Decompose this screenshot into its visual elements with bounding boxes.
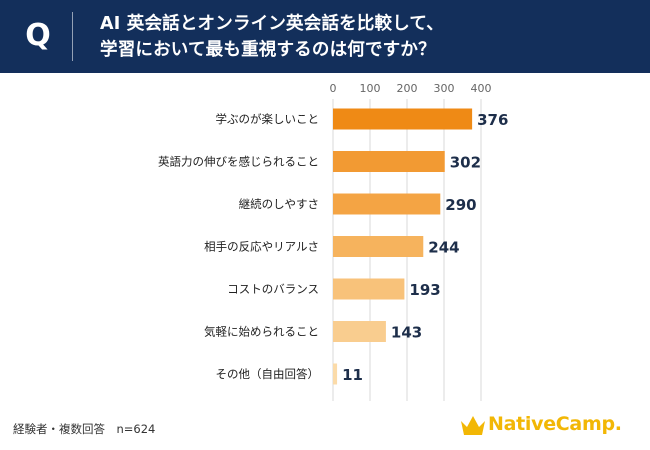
x-tick-label: 100: [360, 82, 381, 95]
bar: [333, 236, 424, 257]
value-label: 193: [409, 281, 440, 299]
category-label: 継続のしやすさ: [239, 197, 319, 211]
bar: [333, 363, 338, 385]
category-label: 相手の反応やリアルさ: [204, 240, 319, 254]
question-text: AI 英会話とオンライン英会話を比較して、 学習において最も重視するのは何ですか…: [100, 11, 640, 63]
x-tick-label: 200: [397, 82, 418, 95]
category-label: 英語力の伸びを感じられること: [158, 155, 319, 169]
question-header: Q AI 英会話とオンライン英会話を比較して、 学習において最も重視するのは何で…: [0, 0, 650, 73]
brand-name: NativeCamp.: [488, 413, 622, 435]
bar: [333, 151, 445, 172]
bar: [333, 278, 405, 300]
nativecamp-logo: NativeCamp.: [460, 410, 640, 440]
crown-icon: [461, 416, 485, 435]
value-label: 290: [445, 196, 476, 214]
category-label: その他（自由回答）: [216, 367, 320, 381]
header-divider: [72, 12, 73, 61]
category-label: 学ぶのが楽しいこと: [216, 112, 320, 126]
x-tick-label: 400: [471, 82, 492, 95]
value-label: 11: [342, 366, 363, 384]
value-label: 244: [428, 239, 459, 257]
bar: [333, 321, 386, 342]
value-label: 376: [477, 111, 508, 129]
question-line-1: AI 英会話とオンライン英会話を比較して、: [100, 14, 444, 34]
category-label: 気軽に始められること: [204, 325, 319, 339]
q-label: Q: [25, 18, 51, 53]
value-label: 302: [450, 154, 481, 172]
bar: [333, 108, 473, 130]
sample-note: 経験者・複数回答 n=624: [13, 422, 156, 436]
bar-chart: 0 100 200 300 400 学ぶのが楽しいこと 376 英語力の伸びを感じられること 3…: [158, 82, 508, 401]
value-label: 143: [391, 324, 422, 342]
category-label: コストのバランス: [227, 282, 319, 296]
x-tick-label: 300: [434, 82, 455, 95]
question-line-2: 学習において最も重視するのは何ですか？: [100, 40, 436, 60]
x-tick-label: 0: [330, 82, 337, 95]
bar: [333, 193, 441, 215]
